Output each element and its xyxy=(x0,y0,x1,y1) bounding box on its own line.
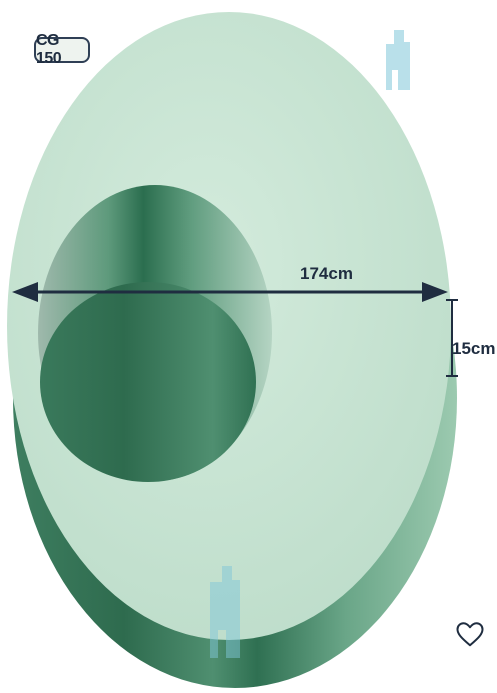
diameter-arrow xyxy=(12,282,448,302)
brand-logo-icon xyxy=(386,30,410,90)
thickness-label: 15cm xyxy=(452,339,495,358)
ring-inner-wall xyxy=(38,185,272,481)
product-code-badge: CG 150 xyxy=(34,32,90,67)
heart-outline-icon xyxy=(456,622,484,647)
thickness-bracket xyxy=(446,299,458,377)
favorite-button[interactable] xyxy=(452,614,488,654)
diameter-label: 174cm xyxy=(300,264,353,283)
brand-logo-icon xyxy=(210,566,240,658)
